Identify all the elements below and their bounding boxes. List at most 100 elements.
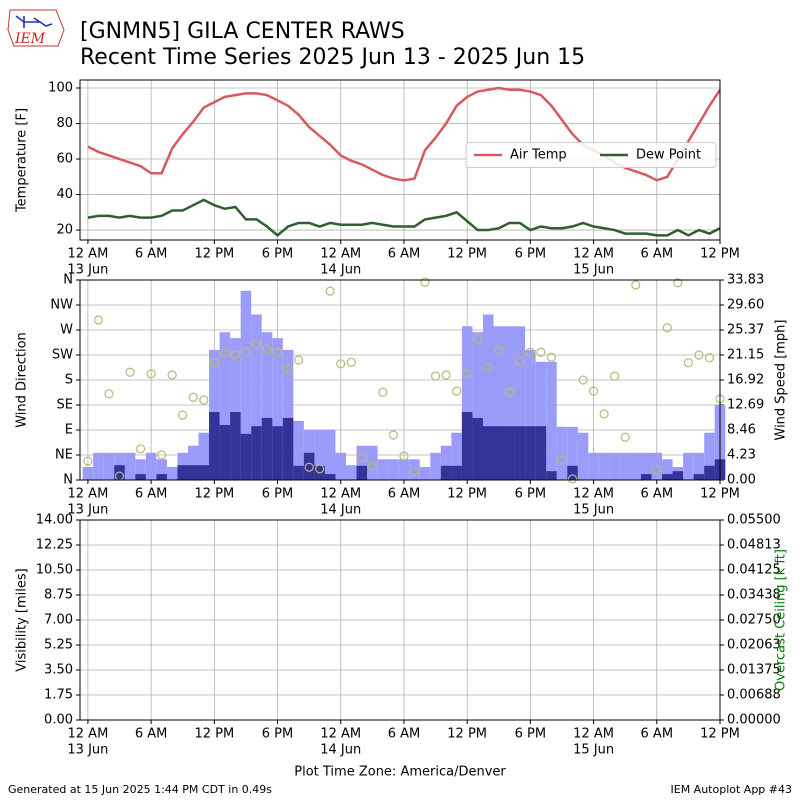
bar: [493, 326, 505, 480]
point: [546, 352, 557, 362]
bar: [451, 432, 462, 480]
point: [567, 474, 578, 484]
bar: [251, 314, 262, 480]
bar: [356, 445, 368, 480]
x-tick-label: 6 AM: [388, 247, 421, 262]
y-tick-label: N: [63, 273, 73, 288]
x-tick-label: 6 PM: [515, 727, 546, 742]
point: [599, 409, 609, 419]
y-tick-label: N: [63, 473, 73, 488]
point: [336, 359, 346, 369]
y-tick-label: 0.00: [44, 713, 73, 728]
point: [167, 370, 177, 380]
point: [399, 451, 409, 461]
bar: [504, 326, 515, 480]
point: [694, 350, 704, 360]
bar: [335, 452, 347, 480]
bar: [187, 445, 199, 480]
x-date-label: 15 Jun: [573, 263, 614, 278]
x-date-label: 15 Jun: [573, 503, 614, 518]
bar: [324, 474, 336, 480]
bar: [177, 465, 188, 480]
plot-frame: [79, 279, 721, 481]
point: [704, 353, 715, 363]
x-date-label: 13 Jun: [67, 263, 108, 278]
plot-frame: [79, 79, 721, 241]
y2-tick-label: 4.23: [727, 447, 756, 462]
x-date-label: 14 Jun: [320, 743, 361, 758]
bar: [303, 452, 315, 480]
bar: [577, 432, 589, 480]
bar: [230, 338, 241, 480]
x-tick-label: 12 PM: [194, 247, 234, 262]
x-tick-label: 6 AM: [135, 727, 168, 742]
y-tick-label: 7.00: [44, 613, 73, 628]
x-tick-label: 6 AM: [641, 247, 674, 262]
point: [357, 453, 367, 463]
bar: [451, 465, 462, 480]
chart-title: [GNMN5] GILA CENTER RAWS: [80, 19, 405, 44]
x-axis-label: Plot Time Zone: America/Denver: [294, 765, 506, 780]
logo-text: IEM: [14, 31, 46, 47]
x-tick-label: 6 AM: [388, 487, 421, 502]
point: [146, 369, 156, 379]
y2-tick-label: 16.92: [727, 372, 764, 387]
bar: [504, 426, 515, 480]
bar: [282, 349, 294, 480]
bar: [93, 452, 104, 480]
point: [230, 350, 240, 360]
x-tick-label: 12 AM: [320, 487, 361, 502]
y2-tick-label: 33.83: [727, 273, 764, 288]
x-tick-label: 6 PM: [262, 487, 293, 502]
bar: [640, 452, 652, 480]
legend-label: Air Temp: [510, 148, 567, 163]
point: [104, 389, 114, 399]
x-tick-label: 12 PM: [700, 247, 740, 262]
point: [536, 347, 546, 357]
bar: [272, 426, 283, 480]
point: [588, 386, 599, 396]
bar: [598, 452, 610, 480]
y2-tick-label: 0.01375: [727, 663, 781, 678]
x-tick-label: 12 PM: [447, 727, 487, 742]
bar: [293, 420, 304, 480]
y-tick-label: SW: [52, 348, 73, 363]
point: [557, 455, 567, 465]
bar: [546, 361, 557, 480]
x-tick-label: 12 AM: [573, 247, 614, 262]
y2-tick-label: 12.69: [727, 397, 764, 412]
point: [504, 387, 514, 397]
bar: [514, 426, 526, 480]
logo-outline: [7, 9, 65, 47]
point: [578, 375, 588, 385]
bar: [672, 471, 684, 480]
y2-tick-label: 0.05500: [727, 513, 781, 528]
bar: [240, 433, 252, 480]
y2-tick-label: 8.46: [727, 422, 756, 437]
point: [135, 444, 146, 454]
bar: [103, 452, 115, 480]
x-tick-label: 6 PM: [515, 247, 546, 262]
bar: [693, 474, 705, 480]
x-tick-label: 12 PM: [194, 487, 234, 502]
bar: [704, 465, 715, 480]
bar: [535, 361, 547, 480]
bar: [419, 466, 431, 480]
point: [178, 410, 188, 420]
bar: [630, 452, 641, 480]
point: [157, 450, 167, 460]
point: [525, 347, 535, 357]
x-date-label: 14 Jun: [320, 503, 361, 518]
bar: [525, 349, 536, 480]
point: [315, 464, 325, 474]
bar: [461, 326, 473, 480]
bar: [482, 314, 494, 480]
point: [452, 386, 462, 396]
x-date-label: 13 Jun: [67, 743, 108, 758]
y-tick-label: SE: [57, 398, 73, 413]
point: [420, 277, 430, 287]
point: [483, 363, 493, 373]
point: [188, 392, 198, 402]
x-tick-label: 6 AM: [135, 247, 168, 262]
